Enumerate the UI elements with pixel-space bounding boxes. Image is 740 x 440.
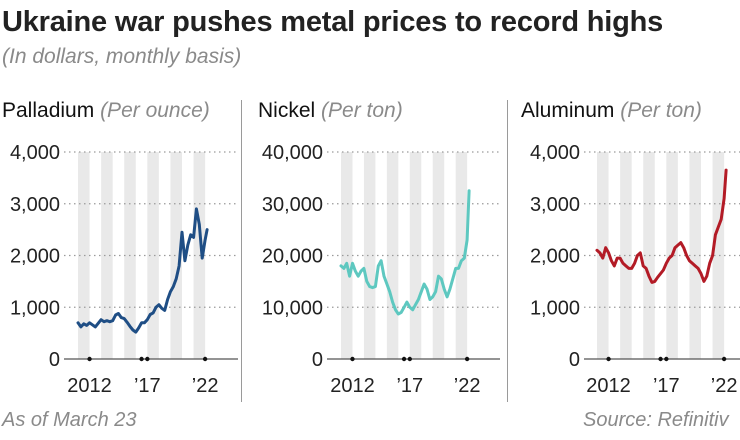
- panel-divider: [241, 100, 242, 402]
- x-tick-dot: [658, 356, 663, 362]
- year-band: [170, 152, 182, 359]
- series-line-palladium: [76, 207, 209, 334]
- chart-title: Ukraine war pushes metal prices to recor…: [2, 6, 664, 38]
- panel-name: Aluminum: [521, 99, 615, 122]
- panel-divider: [507, 100, 508, 402]
- x-tick-label: ’22: [711, 375, 738, 397]
- panel-unit: (Per ounce): [100, 99, 210, 122]
- year-band: [78, 152, 90, 359]
- y-tick-label: 4,000: [10, 142, 60, 164]
- y-tick-label: 3,000: [10, 194, 60, 216]
- x-tick-dot: [202, 356, 208, 362]
- chart-panel-aluminum: 0 1,000 2,000 3,000 4,000 2012 ’17 ’22: [530, 142, 740, 397]
- panel-title-nickel: Nickel (Per ton): [258, 99, 403, 123]
- panel-title-palladium: Palladium (Per ounce): [2, 99, 210, 123]
- x-tick-label: 2012: [67, 375, 112, 397]
- x-tick-label: ’22: [454, 375, 481, 397]
- x-tick-dot: [721, 356, 727, 362]
- x-tick-label: 2012: [586, 375, 631, 397]
- year-band: [363, 152, 376, 359]
- chart-panel-nickel: 0 10,000 20,000 30,000 40,000 2012 ’17 ’22: [262, 142, 500, 397]
- footnote-date: As of March 23: [2, 409, 137, 431]
- x-tick-dot: [664, 356, 669, 362]
- x-tick-dot: [350, 356, 355, 362]
- source-note: Source: Refinitiv: [583, 409, 729, 431]
- panel-name: Palladium: [2, 99, 95, 122]
- year-band: [101, 152, 113, 359]
- x-tick-dot: [464, 356, 470, 362]
- panel-unit: (Per ton): [321, 99, 403, 122]
- x-tick-label: ’17: [653, 375, 680, 397]
- year-band: [712, 152, 725, 359]
- x-tick-dot: [87, 356, 92, 362]
- y-tick-label: 0: [312, 349, 323, 371]
- year-band: [455, 152, 468, 359]
- x-tick-label: ’17: [134, 375, 161, 397]
- y-tick-label: 10,000: [262, 297, 323, 319]
- x-tick-dot: [145, 356, 150, 362]
- y-tick-label: 4,000: [530, 142, 580, 164]
- series-line-aluminum: [595, 168, 728, 284]
- y-tick-label: 40,000: [262, 142, 323, 164]
- chart-subtitle: (In dollars, monthly basis): [2, 45, 242, 68]
- y-tick-label: 30,000: [262, 194, 323, 216]
- x-tick-label: ’22: [192, 375, 219, 397]
- panel-title-aluminum: Aluminum (Per ton): [521, 99, 702, 123]
- x-tick-dot: [407, 356, 412, 362]
- x-tick-dot: [401, 356, 407, 362]
- year-band: [147, 152, 159, 359]
- x-tick-dot: [139, 356, 144, 362]
- panel-unit: (Per ton): [620, 99, 702, 122]
- y-tick-label: 0: [569, 349, 580, 371]
- y-tick-label: 2,000: [530, 246, 580, 268]
- year-band: [341, 152, 353, 359]
- x-tick-label: 2012: [330, 375, 375, 397]
- chart-panel-palladium: 0 1,000 2,000 3,000 4,000 2012 ’17 ’22: [10, 142, 238, 397]
- panel-name: Nickel: [258, 99, 316, 122]
- series-line-nickel: [339, 189, 471, 316]
- y-tick-label: 0: [49, 349, 60, 371]
- y-tick-label: 1,000: [530, 297, 580, 319]
- y-tick-label: 20,000: [262, 246, 323, 268]
- x-tick-label: ’17: [396, 375, 423, 397]
- year-band: [620, 152, 632, 359]
- x-tick-dot: [606, 356, 611, 362]
- year-band: [409, 152, 422, 359]
- y-tick-label: 2,000: [10, 246, 60, 268]
- y-tick-label: 3,000: [530, 194, 580, 216]
- y-tick-label: 1,000: [10, 297, 60, 319]
